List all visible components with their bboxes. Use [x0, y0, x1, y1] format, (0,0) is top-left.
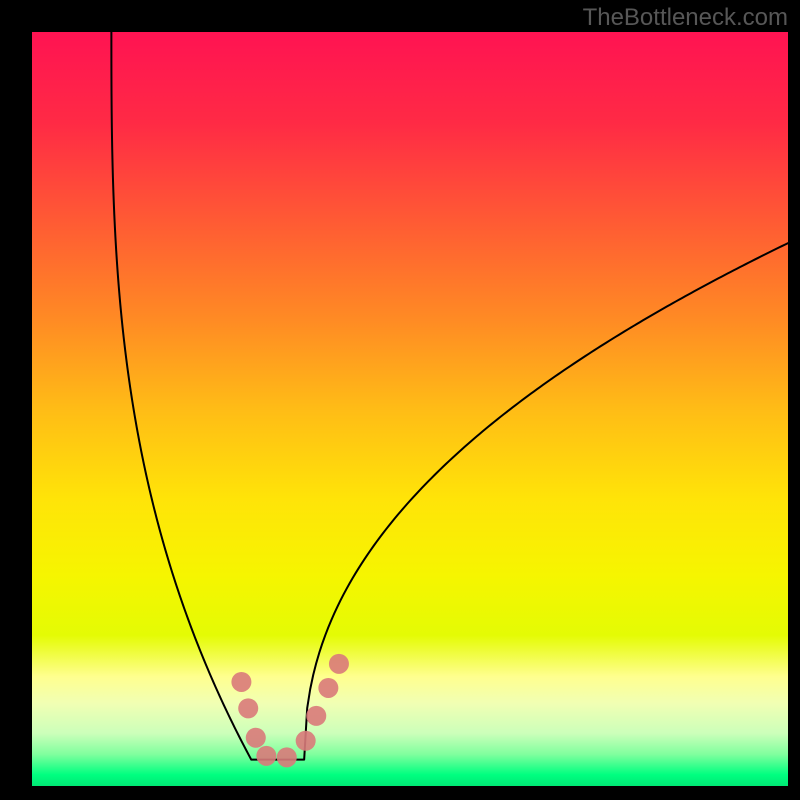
data-marker [246, 728, 266, 748]
data-marker [329, 654, 349, 674]
data-marker [277, 747, 297, 767]
data-marker [238, 698, 258, 718]
chart-stage: TheBottleneck.com [0, 0, 800, 800]
plot-area [32, 32, 788, 786]
data-marker [306, 706, 326, 726]
data-marker [256, 746, 276, 766]
data-marker [318, 678, 338, 698]
plot-svg [32, 32, 788, 786]
watermark-text: TheBottleneck.com [583, 4, 788, 32]
data-marker [296, 731, 316, 751]
gradient-background [32, 32, 788, 786]
data-marker [231, 672, 251, 692]
